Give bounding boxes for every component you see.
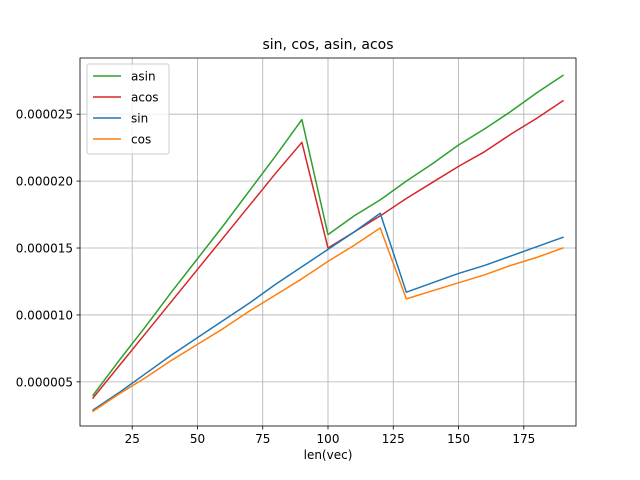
series-line-acos — [91, 99, 564, 399]
x-tick-label: 25 — [125, 432, 140, 446]
series-line-sin — [92, 212, 564, 411]
legend-label-cos: cos — [131, 133, 151, 147]
y-tick-label: 0.000010 — [16, 308, 73, 322]
x-tick-label: 125 — [382, 432, 405, 446]
x-tick-label: 75 — [255, 432, 270, 446]
legend: asin acos sin cos — [86, 63, 170, 155]
legend-label-acos: acos — [131, 91, 159, 105]
y-tick-label: 0.000020 — [16, 175, 73, 189]
x-tick-label: 50 — [190, 432, 205, 446]
y-tick-label: 0.000015 — [16, 242, 73, 256]
x-axis-title: len(vec) — [304, 448, 353, 462]
legend-label-asin: asin — [131, 70, 156, 84]
y-tick-label: 0.000025 — [16, 108, 73, 122]
series-line-asin — [91, 74, 564, 397]
x-tick-label: 175 — [512, 432, 535, 446]
legend-box — [86, 63, 170, 155]
grid-lines — [80, 58, 576, 426]
series-lines — [91, 74, 564, 413]
series-line-cos — [92, 227, 564, 413]
chart-title: sin, cos, asin, acos — [262, 37, 393, 53]
y-axis: 0.000005 0.000010 0.000015 0.000020 0.000025 — [16, 108, 80, 389]
x-tick-label: 150 — [447, 432, 470, 446]
x-tick-label: 100 — [317, 432, 340, 446]
x-axis: 25 50 75 100 125 150 175 — [125, 426, 535, 446]
y-tick-label: 0.000005 — [16, 375, 73, 389]
legend-label-sin: sin — [131, 112, 148, 126]
